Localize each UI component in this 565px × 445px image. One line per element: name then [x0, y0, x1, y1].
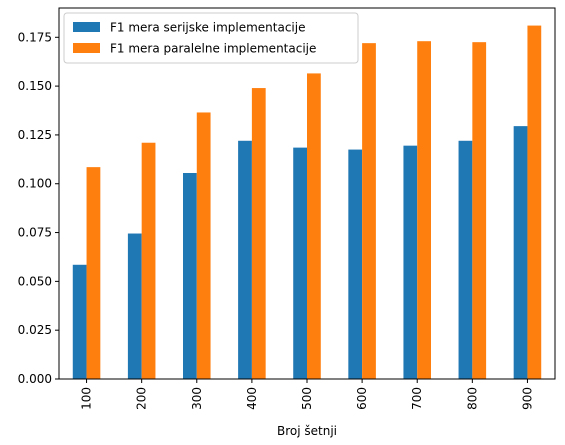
bar-parallel-900: [527, 25, 542, 380]
y-tick-label: 0.175: [18, 30, 52, 44]
bar-serial-500: [293, 147, 307, 379]
bar-serial-400: [238, 140, 252, 379]
bar-serial-800: [458, 140, 473, 379]
legend-label-parallel: F1 mera paralelne implementacije: [110, 42, 316, 56]
y-tick-label: 0.150: [18, 79, 52, 93]
bar-parallel-300: [196, 112, 211, 379]
legend-swatch-parallel: [73, 43, 100, 53]
x-tick-label: 300: [190, 387, 204, 410]
x-tick-label: 400: [245, 387, 259, 410]
y-tick-label: 0.000: [18, 372, 52, 386]
bar-serial-600: [348, 149, 363, 379]
bar-parallel-100: [86, 167, 101, 379]
legend: F1 mera serijske implementacije F1 mera p…: [63, 12, 359, 64]
x-tick-label: 500: [300, 387, 314, 410]
plot-frame: [58, 7, 556, 380]
y-tick-label: 0.100: [18, 177, 52, 191]
y-tick-label: 0.050: [18, 274, 52, 288]
bar-parallel-800: [472, 42, 487, 379]
y-tick-label: 0.125: [18, 128, 52, 142]
x-tick-label: 800: [465, 387, 479, 410]
bar-serial-900: [513, 126, 528, 379]
legend-box: [63, 12, 359, 64]
bar-serial-300: [183, 172, 197, 379]
legend-swatch-serial: [73, 22, 100, 32]
x-tick-label: 100: [80, 387, 94, 410]
bar-serial-200: [127, 233, 142, 379]
bars-layer: [72, 25, 542, 380]
bar-serial-100: [72, 264, 87, 379]
bar-serial-700: [403, 145, 418, 379]
x-axis-label: Broj šetnji: [277, 424, 337, 438]
bar-parallel-400: [251, 88, 266, 379]
x-tick-label: 600: [355, 387, 369, 410]
x-tick-label: 200: [135, 387, 149, 410]
legend-label-serial: F1 mera serijske implementacije: [110, 21, 305, 35]
bar-parallel-600: [362, 43, 376, 379]
bar-parallel-200: [141, 142, 156, 379]
bar-parallel-500: [307, 73, 321, 380]
y-tick-label: 0.025: [18, 323, 52, 337]
x-axis: 100 200 300 400 500 600 700 800 900: [80, 379, 534, 410]
x-tick-label: 700: [410, 387, 424, 410]
bar-parallel-700: [417, 41, 431, 380]
x-tick-label: 900: [520, 387, 534, 410]
y-axis: 0.000 0.025 0.050 0.075 0.100 0.125 0.150 0.175: [18, 30, 59, 386]
y-tick-label: 0.075: [18, 226, 52, 240]
